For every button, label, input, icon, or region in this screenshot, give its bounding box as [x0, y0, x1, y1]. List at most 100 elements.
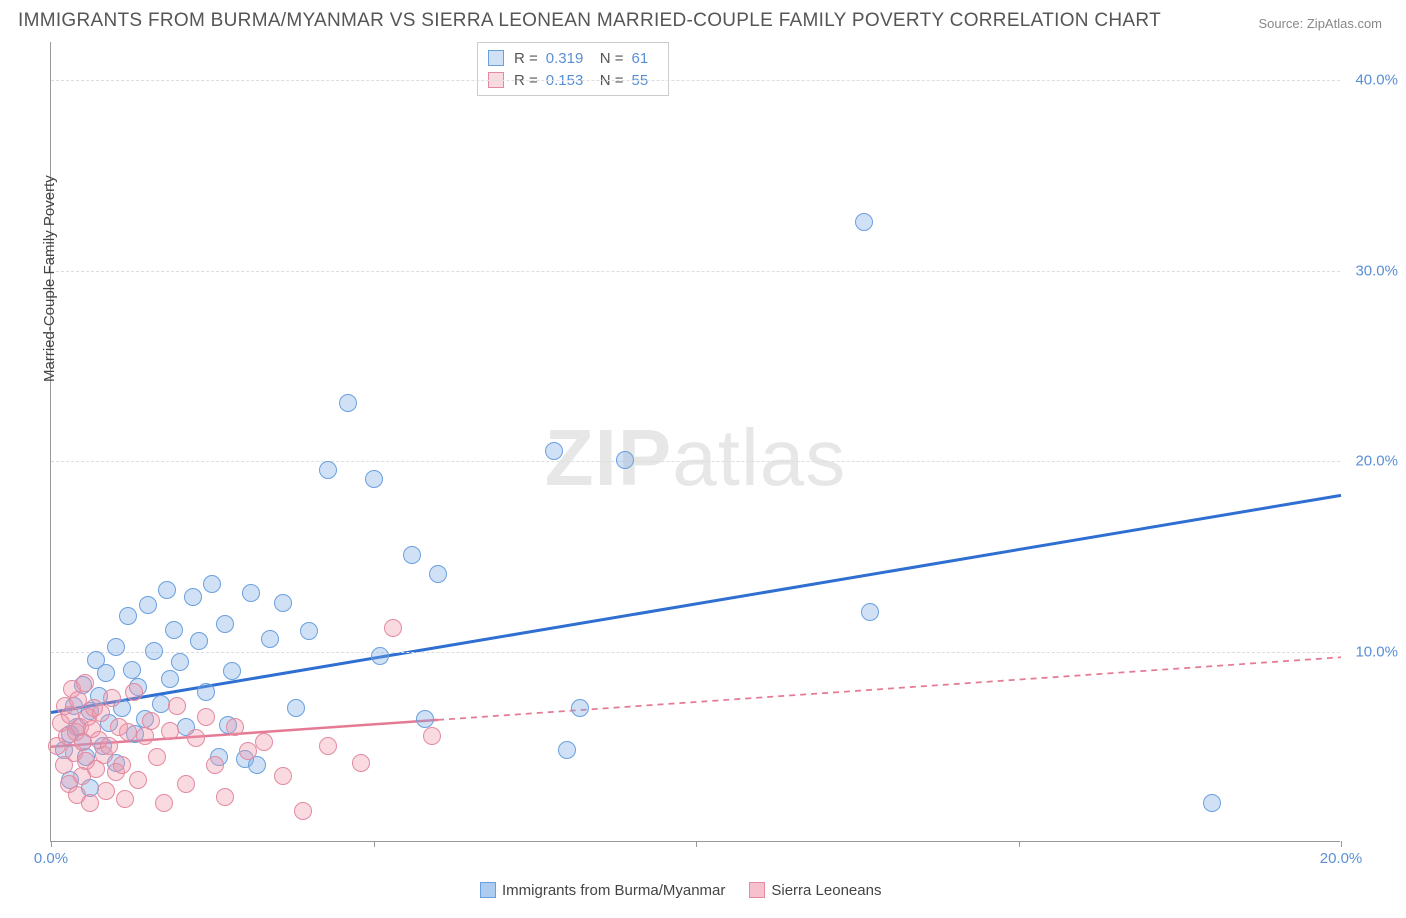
y-axis-label: Married-Couple Family Poverty	[41, 175, 58, 382]
scatter-point	[571, 699, 589, 717]
x-tick-label: 20.0%	[1320, 850, 1363, 867]
gridline	[51, 652, 1340, 653]
scatter-point	[145, 642, 163, 660]
scatter-point	[129, 771, 147, 789]
scatter-point	[242, 584, 260, 602]
trendline	[51, 495, 1341, 712]
stats-legend-row: R = 0.319 N = 61	[488, 47, 658, 69]
scatter-point	[107, 638, 125, 656]
chart-title: IMMIGRANTS FROM BURMA/MYANMAR VS SIERRA …	[18, 10, 1161, 32]
scatter-point	[339, 394, 357, 412]
y-tick-label: 10.0%	[1355, 643, 1398, 660]
scatter-point	[206, 756, 224, 774]
scatter-point	[139, 596, 157, 614]
scatter-point	[177, 775, 195, 793]
source-attribution: Source: ZipAtlas.com	[1258, 16, 1382, 31]
scatter-point	[92, 704, 110, 722]
scatter-point	[287, 699, 305, 717]
scatter-point	[148, 748, 166, 766]
plot-area: Married-Couple Family Poverty ZIPatlas R…	[50, 42, 1340, 842]
scatter-point	[384, 619, 402, 637]
scatter-point	[319, 461, 337, 479]
scatter-point	[429, 565, 447, 583]
stats-legend: R =0.319N =61R =0.153N =55	[477, 42, 669, 96]
gridline	[51, 461, 1340, 462]
scatter-point	[239, 742, 257, 760]
stat-n-value: 61	[632, 50, 658, 67]
stat-r-label: R =	[514, 50, 538, 67]
scatter-point	[103, 689, 121, 707]
stat-n-label: N =	[600, 50, 624, 67]
x-tick	[696, 841, 697, 847]
gridline	[51, 271, 1340, 272]
scatter-point	[365, 470, 383, 488]
scatter-point	[165, 621, 183, 639]
legend-swatch	[488, 50, 504, 66]
y-tick-label: 40.0%	[1355, 72, 1398, 89]
scatter-point	[861, 603, 879, 621]
scatter-point	[184, 588, 202, 606]
legend-label: Sierra Leoneans	[771, 882, 881, 899]
legend-item: Immigrants from Burma/Myanmar	[480, 882, 725, 899]
gridline	[51, 80, 1340, 81]
scatter-point	[76, 674, 94, 692]
scatter-point	[197, 683, 215, 701]
scatter-point	[81, 794, 99, 812]
scatter-point	[274, 767, 292, 785]
scatter-point	[216, 615, 234, 633]
trend-lines-svg	[51, 42, 1340, 841]
x-tick-label: 0.0%	[34, 850, 68, 867]
scatter-point	[142, 712, 160, 730]
scatter-point	[123, 661, 141, 679]
watermark: ZIPatlas	[545, 412, 846, 504]
scatter-point	[1203, 794, 1221, 812]
scatter-point	[855, 213, 873, 231]
scatter-point	[155, 794, 173, 812]
scatter-point	[294, 802, 312, 820]
scatter-point	[161, 722, 179, 740]
legend-label: Immigrants from Burma/Myanmar	[502, 882, 725, 899]
scatter-point	[116, 790, 134, 808]
scatter-point	[223, 662, 241, 680]
scatter-point	[274, 594, 292, 612]
scatter-point	[197, 708, 215, 726]
legend-swatch	[749, 882, 765, 898]
scatter-point	[403, 546, 421, 564]
scatter-point	[371, 647, 389, 665]
watermark-part-b: atlas	[672, 413, 846, 502]
scatter-point	[300, 622, 318, 640]
scatter-point	[100, 737, 118, 755]
watermark-part-a: ZIP	[545, 413, 672, 502]
x-tick	[51, 841, 52, 847]
scatter-point	[319, 737, 337, 755]
scatter-point	[113, 756, 131, 774]
series-legend: Immigrants from Burma/Myanmar Sierra Leon…	[480, 862, 881, 918]
y-tick-label: 20.0%	[1355, 453, 1398, 470]
scatter-point	[97, 664, 115, 682]
scatter-point	[352, 754, 370, 772]
scatter-point	[168, 697, 186, 715]
scatter-point	[255, 733, 273, 751]
scatter-point	[158, 581, 176, 599]
scatter-point	[558, 741, 576, 759]
scatter-point	[171, 653, 189, 671]
scatter-point	[161, 670, 179, 688]
scatter-point	[416, 710, 434, 728]
scatter-point	[423, 727, 441, 745]
legend-swatch	[480, 882, 496, 898]
scatter-point	[190, 632, 208, 650]
scatter-point	[616, 451, 634, 469]
stat-r-value: 0.319	[546, 50, 590, 67]
scatter-point	[216, 788, 234, 806]
scatter-point	[261, 630, 279, 648]
scatter-point	[119, 607, 137, 625]
scatter-point	[226, 718, 244, 736]
scatter-point	[125, 683, 143, 701]
legend-item: Sierra Leoneans	[749, 882, 881, 899]
scatter-point	[203, 575, 221, 593]
x-tick	[1019, 841, 1020, 847]
scatter-point	[545, 442, 563, 460]
scatter-point	[119, 723, 137, 741]
x-tick	[374, 841, 375, 847]
scatter-point	[187, 729, 205, 747]
